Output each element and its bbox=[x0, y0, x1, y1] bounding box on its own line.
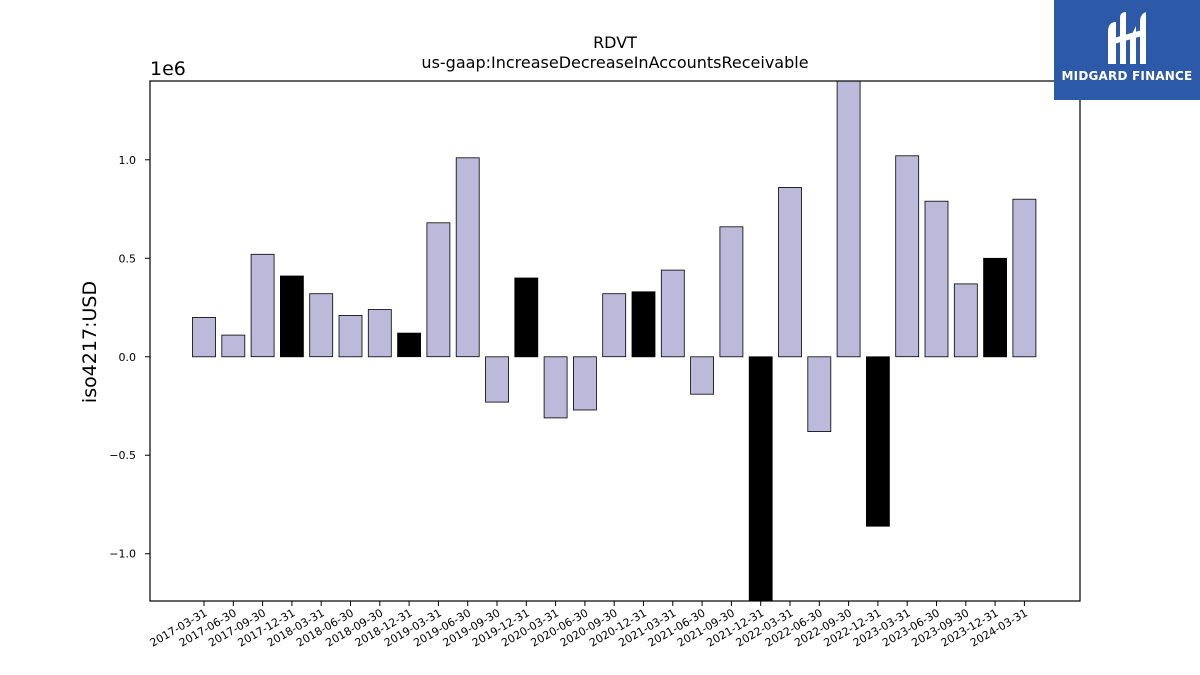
bar-2022-09-30 bbox=[836, 80, 861, 358]
plot-frame bbox=[149, 80, 1081, 602]
bar-2023-03-31 bbox=[895, 155, 920, 358]
bar-2019-06-30 bbox=[455, 157, 480, 358]
bar-2021-03-31 bbox=[660, 269, 685, 358]
bar-2020-06-30 bbox=[573, 356, 597, 411]
x-axis-ticks: 2017-03-312017-06-302017-09-302017-12-31… bbox=[148, 601, 1030, 650]
bar-2018-09-30 bbox=[367, 309, 392, 358]
y-tick-label: 0.0 bbox=[119, 351, 137, 364]
bar-2017-09-30 bbox=[250, 253, 275, 358]
bar-2021-06-30 bbox=[690, 356, 714, 395]
bar-2019-12-31 bbox=[514, 277, 539, 358]
bar-2017-12-31 bbox=[279, 275, 304, 358]
chart-subtitle: us-gaap:IncreaseDecreaseInAccountsReceiv… bbox=[421, 53, 808, 72]
y-axis-label: iso4217:USD bbox=[79, 281, 101, 403]
bar-2020-09-30 bbox=[602, 293, 627, 358]
bar-2018-03-31 bbox=[309, 293, 334, 358]
bar-2019-09-30 bbox=[485, 356, 509, 403]
bar-2023-12-31 bbox=[983, 257, 1007, 358]
chart-title: RDVT bbox=[593, 33, 637, 52]
bar-2017-03-31 bbox=[192, 316, 216, 358]
bar-2018-12-31 bbox=[397, 332, 422, 358]
bar-2023-09-30 bbox=[953, 283, 978, 358]
y-axis-offset-label: 1e6 bbox=[150, 58, 186, 80]
bar-2023-06-30 bbox=[924, 200, 949, 358]
bar-2022-03-31 bbox=[778, 186, 802, 358]
y-tick-label: −0.5 bbox=[109, 449, 136, 462]
bar-2017-06-30 bbox=[221, 334, 246, 358]
bar-2022-06-30 bbox=[807, 356, 832, 432]
bar-2021-09-30 bbox=[719, 226, 744, 358]
bar-2019-03-31 bbox=[426, 222, 451, 358]
bar-2024-03-31 bbox=[1012, 198, 1037, 358]
y-tick-label: 1.0 bbox=[119, 154, 137, 167]
bar-2021-12-31 bbox=[748, 356, 773, 602]
bar-2022-12-31 bbox=[866, 356, 890, 527]
brand-logo: MIDGARD FINANCE bbox=[1054, 0, 1200, 100]
midgard-logo-icon bbox=[1108, 12, 1146, 64]
y-tick-label: −1.0 bbox=[109, 548, 136, 561]
bar-2018-06-30 bbox=[338, 314, 363, 358]
bar-2020-12-31 bbox=[631, 291, 656, 358]
brand-name: MIDGARD FINANCE bbox=[1061, 69, 1193, 83]
y-axis-ticks: −1.0 −0.5 0.0 0.5 1.0 bbox=[109, 154, 150, 561]
bar-2020-03-31 bbox=[543, 356, 568, 419]
bars-group bbox=[192, 80, 1037, 602]
y-tick-label: 0.5 bbox=[119, 252, 137, 265]
